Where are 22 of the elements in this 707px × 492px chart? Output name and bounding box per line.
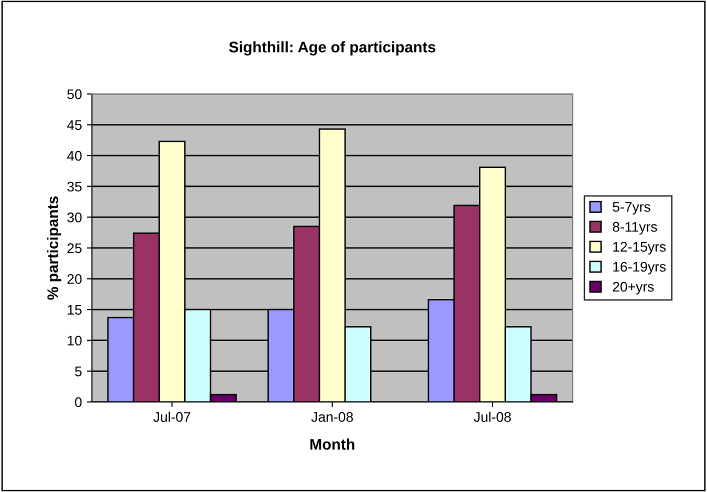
y-tick-label: 30 bbox=[67, 212, 82, 222]
y-tick-label: 15 bbox=[68, 305, 82, 315]
x-axis-title: Month bbox=[310, 438, 354, 450]
y-tick-label: 10 bbox=[68, 336, 82, 346]
legend-label: 8-11yrs bbox=[612, 222, 657, 235]
y-tick-label: 25 bbox=[67, 243, 82, 254]
y-axis-title: % participants bbox=[46, 196, 62, 300]
legend-label: 12-15yrs bbox=[613, 242, 666, 254]
y-tick-label: 40 bbox=[67, 150, 82, 161]
legend-label: 5-7yrs bbox=[612, 202, 650, 215]
y-tick-label: 50 bbox=[67, 89, 82, 100]
legend-label: 20+yrs bbox=[612, 282, 654, 294]
y-tick-label: 20 bbox=[67, 274, 82, 284]
y-tick-label: 35 bbox=[67, 182, 82, 192]
y-tick-label: 45 bbox=[67, 120, 82, 130]
x-tick-label: Jan-08 bbox=[311, 412, 353, 422]
y-tick-label: 5 bbox=[75, 366, 82, 376]
chart-title: Sighthill: Age of participants bbox=[229, 41, 436, 56]
y-tick-label: 0 bbox=[75, 397, 82, 408]
x-tick-label: Jul-07 bbox=[153, 412, 190, 422]
legend-label: 16-19yrs bbox=[613, 262, 666, 274]
x-tick-label: Jul-08 bbox=[474, 412, 511, 422]
